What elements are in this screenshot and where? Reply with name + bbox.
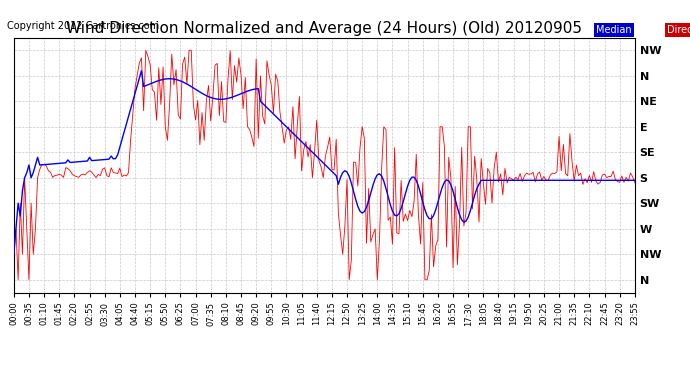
Text: Direction: Direction: [667, 25, 690, 35]
Text: Median: Median: [596, 25, 632, 35]
Title: Wind Direction Normalized and Average (24 Hours) (Old) 20120905: Wind Direction Normalized and Average (2…: [66, 21, 582, 36]
Text: Copyright 2012 Cartronics.com: Copyright 2012 Cartronics.com: [7, 21, 159, 31]
